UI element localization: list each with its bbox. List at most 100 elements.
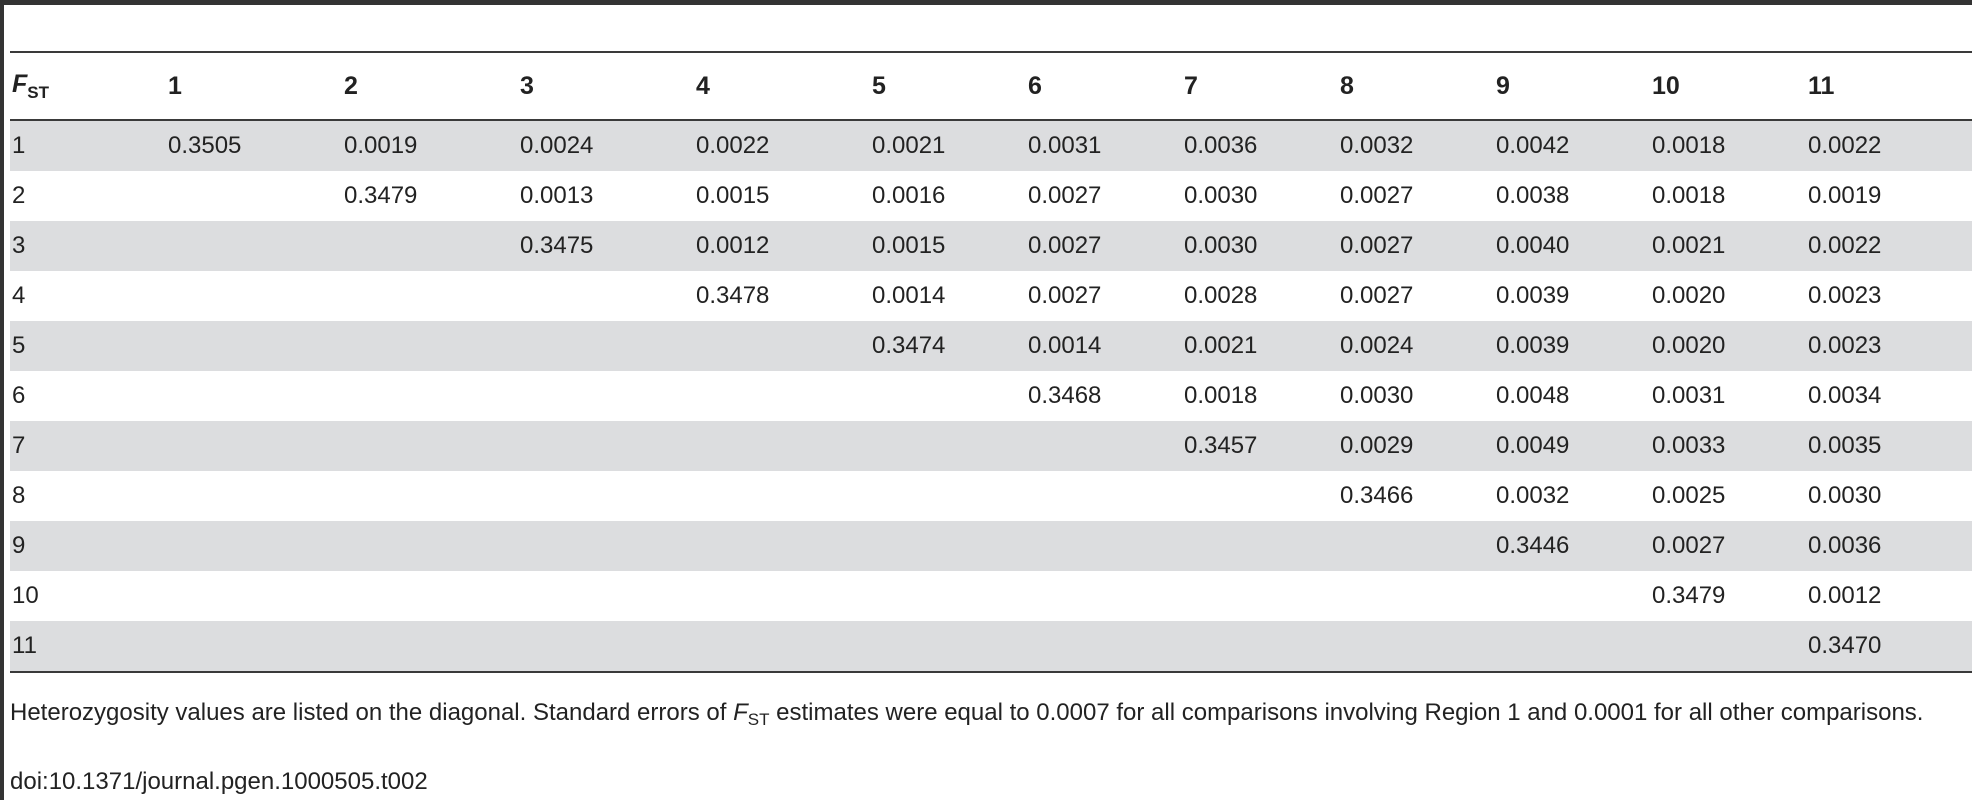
table-cell bbox=[166, 371, 342, 421]
footnote-fst-letter: F bbox=[733, 699, 748, 726]
table-cell: 0.0042 bbox=[1494, 120, 1650, 171]
table-cell bbox=[1338, 571, 1494, 621]
table-row: 1 0.3505 0.0019 0.0024 0.0022 0.0021 0.0031 0.0… bbox=[10, 120, 1972, 171]
table-row: 5 0.3474 0.0014 0.0021 0.0024 0.0039 0.0020 0.0… bbox=[10, 321, 1972, 371]
table-row: 11 0.3470 bbox=[10, 621, 1972, 673]
table-body: 1 0.3505 0.0019 0.0024 0.0022 0.0021 0.0031 0.0… bbox=[10, 120, 1972, 673]
column-header: 3 bbox=[518, 53, 694, 121]
table-cell: 0.0039 bbox=[1496, 282, 1570, 309]
table-cell bbox=[1182, 571, 1338, 621]
table-cell bbox=[518, 571, 694, 621]
table-cell bbox=[342, 421, 518, 471]
table-cell: 0.3505 bbox=[166, 120, 342, 171]
table-cell: 0.0018 bbox=[1650, 120, 1806, 171]
row-label: 1 bbox=[10, 120, 166, 171]
table-cell: 0.0030 bbox=[1340, 382, 1414, 409]
table-cell bbox=[518, 621, 694, 673]
table-cell: 0.0023 bbox=[1808, 282, 1882, 309]
table-cell bbox=[518, 371, 694, 421]
table-cell bbox=[694, 471, 870, 521]
table-cell: 0.0023 bbox=[1806, 321, 1972, 371]
table-cell bbox=[166, 171, 342, 221]
table-row: 2 0.3479 0.0013 0.0015 0.0016 0.0027 0.0030 0.0… bbox=[10, 171, 1972, 221]
table-cell bbox=[518, 321, 694, 371]
table-cell: 0.0027 bbox=[1340, 282, 1414, 309]
table-cell: 0.3475 bbox=[518, 221, 694, 271]
table-cell: 0.0015 bbox=[870, 221, 1026, 271]
table-cell: 0.0020 bbox=[1652, 282, 1726, 309]
table-cell: 0.0027 bbox=[1650, 521, 1806, 571]
table-cell bbox=[1494, 621, 1650, 673]
fst-table: FST 1 2 3 4 5 6 7 8 9 10 11 1 0.3505 0.0019 0.0024 0.0… bbox=[10, 53, 1972, 673]
footnote-fst-subscript: ST bbox=[747, 710, 770, 729]
table-cell bbox=[1338, 521, 1494, 571]
table-cell bbox=[1026, 621, 1182, 673]
table-cell: 0.0012 bbox=[694, 221, 870, 271]
table-cell bbox=[166, 321, 342, 371]
table-cell: 0.0027 bbox=[1338, 221, 1494, 271]
table-cell bbox=[694, 521, 870, 571]
column-header: 7 bbox=[1182, 53, 1338, 121]
top-border-rule bbox=[0, 0, 1972, 5]
header-row: FST 1 2 3 4 5 6 7 8 9 10 11 bbox=[10, 53, 1972, 121]
column-header: 10 bbox=[1650, 53, 1806, 121]
table-cell bbox=[342, 571, 518, 621]
table-cell bbox=[1026, 471, 1182, 521]
table-cell: 0.0020 bbox=[1650, 321, 1806, 371]
table-cell bbox=[870, 471, 1026, 521]
table-cell bbox=[1494, 571, 1650, 621]
table-cell: 0.0030 bbox=[1184, 182, 1258, 209]
table-cell: 0.0040 bbox=[1494, 221, 1650, 271]
table-cell: 0.0029 bbox=[1338, 421, 1494, 471]
column-header: 6 bbox=[1026, 53, 1182, 121]
table-cell bbox=[342, 321, 518, 371]
table-cell bbox=[1182, 521, 1338, 571]
table-cell bbox=[1182, 621, 1338, 673]
table-cell: 0.0024 bbox=[1338, 321, 1494, 371]
table-cell: 0.0032 bbox=[1338, 120, 1494, 171]
table-cell bbox=[342, 521, 518, 571]
table-cell bbox=[694, 371, 870, 421]
table-cell: 0.0032 bbox=[1496, 482, 1570, 509]
table-cell: 0.0012 bbox=[1808, 582, 1882, 609]
table-cell: 0.3446 bbox=[1494, 521, 1650, 571]
table-cell: 0.0033 bbox=[1650, 421, 1806, 471]
left-border-rule bbox=[0, 0, 4, 800]
table-cell: 0.0024 bbox=[518, 120, 694, 171]
table-cell: 0.0022 bbox=[1806, 120, 1972, 171]
table-cell bbox=[1026, 421, 1182, 471]
table-cell: 0.0031 bbox=[1652, 382, 1726, 409]
column-header: 5 bbox=[870, 53, 1026, 121]
row-label: 3 bbox=[10, 221, 166, 271]
table-row: 10 0.3479 0.0012 bbox=[10, 571, 1972, 621]
row-label: 9 bbox=[10, 521, 166, 571]
table-cell bbox=[342, 471, 518, 521]
table-cell: 0.3466 bbox=[1340, 482, 1414, 509]
column-header: 1 bbox=[166, 53, 342, 121]
table-cell bbox=[166, 421, 342, 471]
table-cell bbox=[518, 421, 694, 471]
table-cell bbox=[694, 621, 870, 673]
table-cell bbox=[1026, 571, 1182, 621]
table-row: 4 0.3478 0.0014 0.0027 0.0028 0.0027 0.0039 0.0… bbox=[10, 271, 1972, 321]
table-cell bbox=[166, 521, 342, 571]
table-cell: 0.0019 bbox=[342, 120, 518, 171]
table-cell bbox=[518, 521, 694, 571]
table-cell bbox=[1650, 621, 1806, 673]
table-cell: 0.3457 bbox=[1182, 421, 1338, 471]
column-header: 9 bbox=[1494, 53, 1650, 121]
table-cell: 0.3479 bbox=[1652, 582, 1726, 609]
table-cell: 0.0027 bbox=[1026, 221, 1182, 271]
table-cell: 0.0035 bbox=[1806, 421, 1972, 471]
table-cell bbox=[342, 371, 518, 421]
table-cell bbox=[342, 271, 518, 321]
table-cell: 0.0030 bbox=[1182, 221, 1338, 271]
table-cell: 0.0013 bbox=[520, 182, 594, 209]
doi-link[interactable]: doi:10.1371/journal.pgen.1000505.t002 bbox=[10, 768, 428, 795]
fst-table-container: FST 1 2 3 4 5 6 7 8 9 10 11 1 0.3505 0.0019 0.0024 0.0… bbox=[10, 53, 1972, 673]
footnote-text-part1: Heterozygosity values are listed on the … bbox=[10, 699, 734, 726]
table-cell: 0.0018 bbox=[1652, 182, 1726, 209]
table-cell bbox=[870, 371, 1026, 421]
table-cell bbox=[166, 471, 342, 521]
